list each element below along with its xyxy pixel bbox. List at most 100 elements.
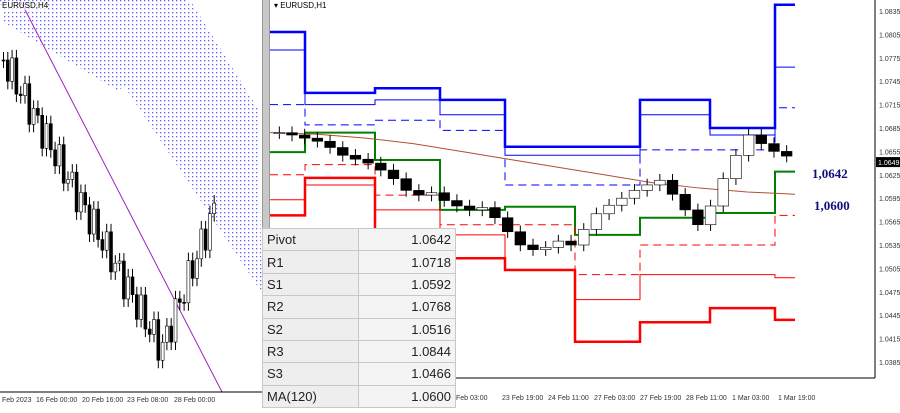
h4-candle: [61, 144, 66, 184]
level-value: 1.0600: [358, 384, 456, 409]
level-value: 1.0718: [358, 250, 456, 274]
candle: [476, 207, 488, 211]
pivot-row: Pivot 1.0642: [262, 227, 456, 252]
level-s3-line: [270, 176, 795, 343]
pivot-table: Pivot 1.0642 R1 1.0718 S1 1.0592 R2 1.0768 S2 1.0…: [262, 227, 456, 409]
h4-candle: [96, 208, 100, 240]
h4-candle: [126, 276, 130, 300]
candle: [616, 197, 628, 206]
h4-candle: [40, 115, 45, 149]
candle: [362, 158, 374, 164]
candle: [451, 200, 463, 207]
panel-splitter[interactable]: [262, 0, 270, 228]
pivot-row: S1 1.0592: [262, 272, 456, 297]
h4-candle: [100, 239, 105, 251]
candle: [692, 209, 704, 226]
price-tick: 1.0595: [879, 196, 900, 203]
h4-time-tick: 23 Feb 08:00: [127, 397, 168, 404]
candle: [273, 132, 285, 134]
candle: [463, 205, 476, 211]
h4-chart-canvas: Feb 2023 16 Feb 00:00 20 Feb 16:00 23 Feb 0…: [0, 0, 262, 404]
level-name: R1: [262, 250, 359, 274]
level-pivot-line: [270, 131, 795, 236]
price-tick: 1.0415: [879, 337, 900, 344]
candle: [755, 134, 767, 144]
h4-candle: [23, 83, 27, 96]
h4-time-tick: 16 Feb 00:00: [36, 397, 77, 404]
candle: [717, 178, 729, 207]
candle: [590, 213, 603, 230]
h4-candle: [178, 298, 182, 303]
h4-candle: [10, 57, 14, 82]
candle: [654, 179, 666, 186]
candle: [552, 240, 565, 248]
h4-candle: [182, 302, 186, 304]
h4-time-tick: 20 Feb 16:00: [82, 397, 123, 404]
h4-candle: [74, 171, 79, 213]
h4-candle: [139, 294, 143, 320]
level-s1-line: [270, 164, 795, 276]
h4-candle: [92, 208, 96, 235]
pivot-row: S3 1.0466: [262, 362, 456, 386]
h4-candle: [14, 57, 19, 95]
h4-candle: [31, 108, 36, 125]
price-tick: 1.0475: [879, 290, 900, 297]
time-tick: 1 Mar 19:00: [778, 395, 815, 402]
candle: [413, 190, 425, 196]
ma-level-label: 1,0600: [814, 198, 850, 213]
pivot-row: R1 1.0718: [262, 250, 456, 274]
price-tick: 1.0445: [879, 313, 900, 320]
h4-candle: [70, 171, 75, 180]
level-value: 1.0466: [358, 362, 456, 386]
price-tick: 1.0775: [879, 56, 900, 63]
h4-candle: [83, 192, 87, 206]
price-tick: 1.0535: [879, 243, 900, 250]
candle: [387, 169, 400, 179]
h1-chart-title: ▾ EURUSD,H1: [274, 1, 327, 10]
h4-time-tick: 28 Feb 00:00: [174, 397, 215, 404]
candle: [742, 134, 755, 156]
time-tick: 27 Feb 03:00: [594, 395, 635, 402]
candle: [527, 244, 539, 250]
level-r1-line: [270, 104, 795, 186]
price-tick: 1.0625: [879, 173, 900, 180]
price-tick: 1.0505: [879, 266, 900, 273]
h4-candle: [44, 123, 49, 149]
h4-candle: [48, 123, 53, 151]
pivot-level-label: 1,0642: [812, 166, 848, 181]
candle: [438, 192, 450, 201]
candle: [425, 192, 438, 196]
h1-title-text: EURUSD,H1: [280, 1, 327, 10]
h1-chart[interactable]: 1.0835 1.0805 1.0775 1.0745 1.0715 1.0685 1.06…: [269, 0, 900, 408]
price-tick: 1.0565: [879, 220, 900, 227]
h4-candle: [160, 341, 165, 361]
h4-candle: [147, 328, 152, 335]
h4-chart[interactable]: Feb 2023 16 Feb 00:00 20 Feb 16:00 23 Feb 0…: [0, 0, 262, 408]
h4-candle: [173, 298, 178, 343]
level-name: S2: [262, 317, 359, 341]
h4-candle: [169, 325, 173, 343]
h4-candle: [203, 228, 208, 251]
level-value: 1.0844: [358, 339, 456, 364]
candle: [540, 247, 552, 250]
level-value: 1.0642: [358, 227, 456, 252]
h4-candle: [1, 59, 6, 62]
candle: [324, 140, 336, 148]
candle: [641, 184, 653, 191]
time-tick: 1 Mar 03:00: [732, 395, 769, 402]
h4-candle: [212, 202, 216, 214]
candle: [489, 207, 501, 218]
pivot-row: R2 1.0768: [262, 295, 456, 319]
candle: [337, 147, 349, 156]
candle: [679, 194, 691, 211]
h4-candle: [152, 319, 156, 335]
level-name: S3: [262, 362, 359, 386]
h4-chart-title: EURUSD,H4: [2, 1, 49, 10]
pivot-row: MA(120) 1.0600: [262, 384, 456, 409]
price-tick: 1.0745: [879, 79, 900, 86]
candle: [578, 229, 590, 246]
level-value: 1.0768: [358, 295, 456, 319]
time-tick: 28 Feb 11:00: [686, 395, 727, 402]
candle: [286, 132, 298, 136]
last-price-label: 1.0649: [878, 160, 900, 167]
